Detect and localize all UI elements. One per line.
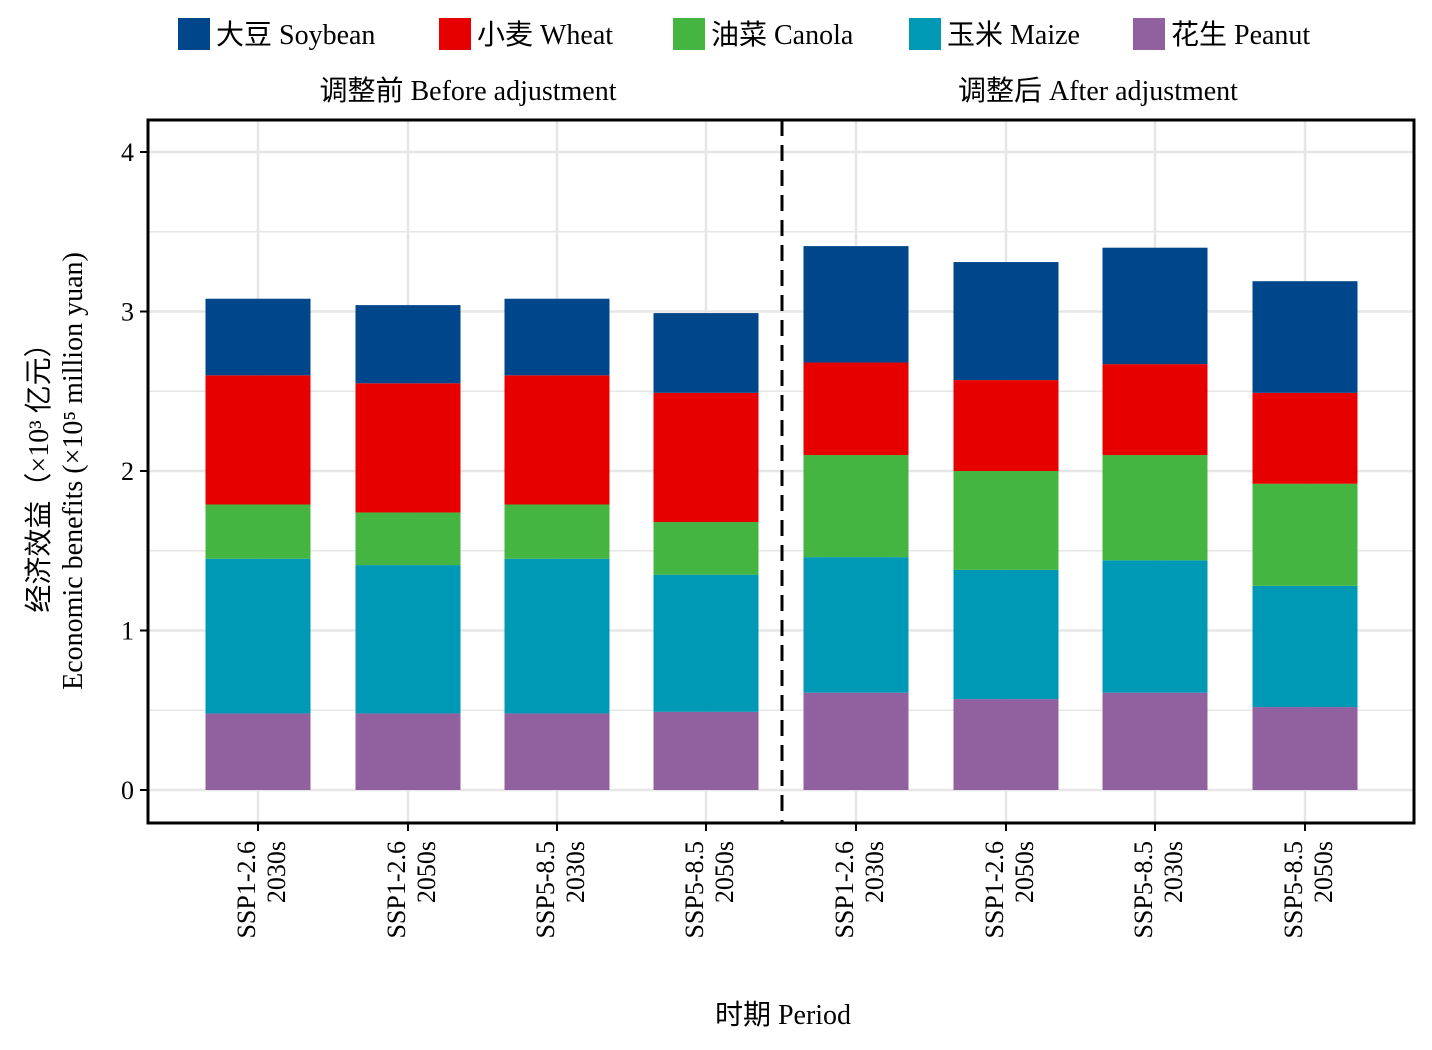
x-tick-scenario: SSP5-8.5 [680, 841, 709, 939]
bar-segment [504, 504, 610, 559]
legend-label: 玉米 Maize [947, 19, 1080, 51]
bar-segment [205, 558, 311, 714]
x-tick-label: SSP5-8.5 2050s [1279, 841, 1338, 939]
bar-segment [355, 383, 461, 513]
y-axis-title-line1: 经济效益（×10³ 亿元） [23, 329, 55, 612]
bar-segment [1102, 455, 1208, 561]
bar-segment [803, 362, 909, 456]
bar-segment [1102, 247, 1208, 365]
bar-segment [205, 713, 311, 790]
bar-segment [504, 713, 610, 790]
x-axis-title: 时期 Period [715, 999, 851, 1031]
bar-segment [504, 558, 610, 714]
bar-segment [1102, 692, 1208, 790]
y-tick-label: 2 [121, 457, 134, 486]
x-tick-scenario: SSP5-8.5 [531, 841, 560, 939]
bar-segment [355, 565, 461, 714]
legend-swatch [178, 18, 210, 50]
x-tick-period: 2030s [262, 841, 291, 903]
bar-segment [653, 392, 759, 523]
bar-segment [205, 298, 311, 376]
group-label: 调整后 After adjustment [958, 75, 1238, 107]
x-tick-label: SSP1-2.6 2030s [830, 841, 889, 939]
bar-segment [803, 455, 909, 558]
bar-segment [504, 375, 610, 505]
bar-segment [653, 522, 759, 575]
x-tick-label: SSP1-2.6 2050s [382, 841, 441, 939]
legend-swatch [1133, 18, 1165, 50]
legend-swatch [909, 18, 941, 50]
x-axis: SSP1-2.6 2030s SSP1-2.6 2050s SSP5-8.5 2030s S… [232, 823, 1338, 939]
bar-segment [1252, 707, 1358, 790]
x-tick-label: SSP5-8.5 2030s [531, 841, 590, 939]
y-tick-label: 1 [121, 617, 134, 646]
bar-segment [803, 692, 909, 790]
bar-segment [953, 699, 1059, 790]
x-tick-period: 2050s [710, 841, 739, 903]
x-tick-label: SSP5-8.5 2050s [680, 841, 739, 939]
bar-segment [953, 380, 1059, 471]
x-tick-period: 2030s [860, 841, 889, 903]
x-tick-period: 2050s [1309, 841, 1338, 903]
bar-segment [1102, 560, 1208, 693]
legend-label: 油菜 Canola [711, 19, 854, 51]
bar-segment [653, 711, 759, 790]
y-axis-title-line2: Economic benefits (×10⁵ million yuan) [58, 252, 89, 690]
bar-segment [504, 298, 610, 376]
bar-segment [803, 557, 909, 693]
x-tick-scenario: SSP5-8.5 [1129, 841, 1158, 939]
x-tick-scenario: SSP1-2.6 [830, 841, 859, 939]
legend-label: 小麦 Wheat [477, 19, 613, 51]
y-tick-label: 3 [121, 298, 134, 327]
bar-segment [1102, 364, 1208, 456]
legend: 大豆 Soybean 小麦 Wheat 油菜 Canola 玉米 Maize 花生 Pe… [178, 18, 1310, 51]
bar-segment [1252, 483, 1358, 586]
y-axis: 0 1 2 3 4 [121, 138, 148, 805]
x-tick-label: SSP5-8.5 2030s [1129, 841, 1188, 939]
y-tick-label: 0 [121, 776, 134, 805]
bar-segment [205, 375, 311, 505]
bar-segment [355, 305, 461, 384]
legend-label: 花生 Peanut [1171, 19, 1310, 51]
bar-segment [205, 504, 311, 559]
group-labels: 调整前 Before adjustment 调整后 After adjustmen… [319, 75, 1238, 107]
legend-swatch [673, 18, 705, 50]
x-tick-scenario: SSP1-2.6 [232, 841, 261, 939]
bar-segment [355, 512, 461, 566]
bar-segment [953, 262, 1059, 381]
bar-segment [653, 313, 759, 393]
x-tick-label: SSP1-2.6 2030s [232, 841, 291, 939]
x-tick-period: 2030s [1159, 841, 1188, 903]
bar-segment [953, 471, 1059, 570]
x-tick-period: 2050s [412, 841, 441, 903]
bar-segment [953, 569, 1059, 700]
legend-swatch [439, 18, 471, 50]
bar-segment [653, 574, 759, 712]
group-label: 调整前 Before adjustment [319, 75, 616, 107]
bar-segment [1252, 585, 1358, 708]
bars [205, 246, 1358, 790]
bar-segment [803, 246, 909, 363]
x-tick-period: 2030s [561, 841, 590, 903]
x-tick-label: SSP1-2.6 2050s [980, 841, 1039, 939]
y-tick-label: 4 [121, 138, 134, 167]
bar-segment [1252, 281, 1358, 393]
x-tick-scenario: SSP1-2.6 [382, 841, 411, 939]
x-tick-scenario: SSP5-8.5 [1279, 841, 1308, 939]
legend-label: 大豆 Soybean [216, 19, 375, 51]
x-tick-scenario: SSP1-2.6 [980, 841, 1009, 939]
bar-segment [355, 713, 461, 790]
x-tick-period: 2050s [1010, 841, 1039, 903]
bar-segment [1252, 392, 1358, 484]
